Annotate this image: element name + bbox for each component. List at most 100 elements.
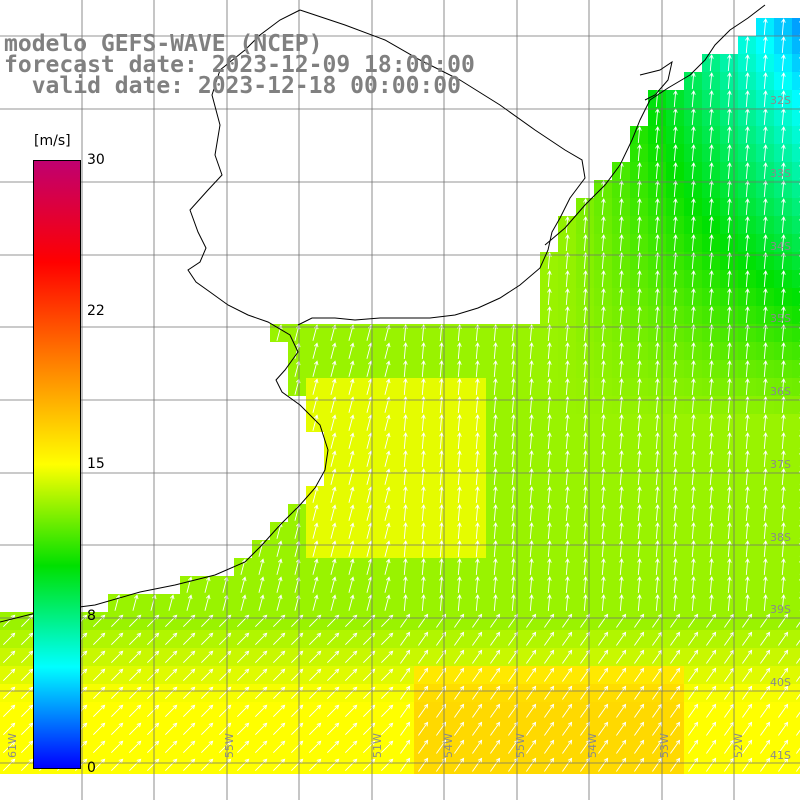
wind-arrow [204, 576, 211, 593]
wind-arrow [727, 504, 732, 522]
wind-arrow [111, 632, 124, 645]
wind-arrow [472, 649, 483, 664]
wind-arrow [781, 378, 786, 396]
wind-arrow [655, 594, 660, 612]
wind-arrow [655, 486, 660, 504]
wind-arrow [330, 504, 337, 521]
wind-arrow [616, 739, 627, 754]
wind-arrow [457, 522, 462, 540]
wind-arrow [673, 306, 678, 324]
wind-arrow [619, 468, 624, 486]
wind-arrow [796, 747, 800, 754]
wind-arrow [691, 342, 696, 360]
wind-arrow [565, 270, 570, 288]
wind-arrow [763, 522, 768, 540]
wind-arrow [400, 649, 411, 664]
wind-arrow [454, 703, 465, 718]
wind-arrow [493, 594, 498, 612]
wind-arrow [403, 594, 408, 612]
wind-arrow [673, 504, 678, 522]
wind-arrow [583, 234, 588, 252]
wind-arrow [796, 657, 800, 664]
wind-arrow [727, 234, 732, 252]
wind-arrow [745, 576, 750, 594]
wind-arrow [276, 576, 283, 593]
wind-arrow [457, 540, 462, 558]
wind-arrow [403, 576, 408, 594]
wind-arrow [511, 432, 516, 450]
wind-arrow [511, 360, 516, 378]
wind-arrow [601, 594, 606, 612]
wind-arrow [619, 558, 624, 576]
lat-label: 36S [770, 385, 791, 398]
wind-arrow [93, 632, 106, 645]
wind-arrow [237, 722, 250, 735]
wind-arrow [493, 450, 498, 468]
wind-arrow [727, 342, 732, 360]
wind-arrow [562, 739, 573, 754]
wind-arrow [673, 486, 678, 504]
wind-arrow [745, 342, 750, 360]
wind-arrow [381, 722, 394, 735]
colorbar-unit: [m/s] [34, 133, 71, 149]
wind-arrow [457, 594, 462, 612]
wind-arrow [544, 631, 555, 646]
wind-cell [792, 144, 800, 162]
wind-arrow [706, 613, 717, 628]
wind-arrow [673, 342, 678, 360]
wind-arrow [490, 649, 501, 664]
wind-arrow [475, 576, 480, 594]
wind-arrow [619, 198, 624, 216]
wind-arrow [691, 504, 696, 522]
wind-arrow [276, 558, 283, 575]
wind-arrow [93, 686, 106, 699]
wind-arrow [219, 650, 232, 663]
wind-arrow [418, 721, 429, 736]
wind-arrow [472, 685, 483, 700]
wind-arrow [348, 432, 355, 449]
wind-arrow [544, 685, 555, 700]
wind-arrow [601, 504, 606, 522]
wind-arrow [526, 721, 537, 736]
wind-arrow [93, 740, 106, 753]
wind-arrow [724, 739, 735, 754]
wind-arrow [273, 758, 286, 771]
wind-arrow [655, 288, 660, 306]
wind-arrow [598, 667, 609, 682]
wind-arrow [598, 703, 609, 718]
wind-arrow [454, 613, 465, 628]
colorbar-label-max: 30 [87, 152, 105, 168]
wind-arrow [547, 342, 552, 360]
wind-arrow [345, 632, 358, 645]
wind-arrow [724, 649, 735, 664]
wind-arrow [439, 540, 444, 558]
wind-arrow [165, 704, 178, 717]
wind-arrow [727, 378, 732, 396]
wind-arrow [763, 54, 768, 72]
wind-arrow [745, 162, 750, 180]
wind-arrow [312, 378, 319, 395]
lon-label: 54W [586, 733, 599, 758]
wind-arrow [619, 594, 624, 612]
wind-arrow [781, 450, 786, 468]
wind-arrow [781, 36, 786, 54]
wind-arrow [201, 740, 214, 753]
wind-arrow [93, 704, 106, 717]
wind-arrow [147, 686, 160, 699]
wind-arrow [583, 450, 588, 468]
wind-arrow [583, 306, 588, 324]
wind-arrow [673, 540, 678, 558]
wind-arrow [619, 414, 624, 432]
wind-arrow [706, 739, 717, 754]
wind-arrow [165, 722, 178, 735]
wind-arrow [544, 613, 555, 628]
wind-arrow [327, 704, 340, 717]
wind-arrow [781, 162, 786, 180]
wind-arrow [403, 378, 408, 396]
wind-arrow [421, 414, 426, 432]
wind-arrow [691, 540, 696, 558]
wind-arrow [237, 668, 250, 681]
wind-arrow [583, 270, 588, 288]
lagoon-outline [639, 60, 673, 101]
